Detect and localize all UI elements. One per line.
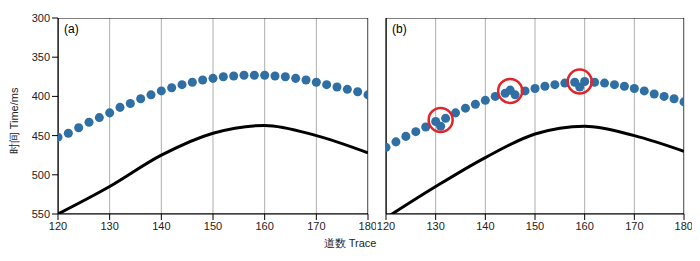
svg-text:180: 180 (359, 220, 376, 232)
svg-text:150: 150 (526, 220, 544, 232)
svg-text:170: 170 (625, 220, 643, 232)
svg-text:180: 180 (675, 220, 692, 232)
svg-text:时间 Time/ms: 时间 Time/ms (8, 87, 20, 154)
svg-text:140: 140 (476, 220, 494, 232)
svg-text:160: 160 (575, 220, 593, 232)
svg-text:120: 120 (377, 220, 395, 232)
svg-text:150: 150 (204, 220, 222, 232)
svg-text:160: 160 (255, 220, 273, 232)
svg-text:350: 350 (32, 51, 50, 63)
svg-text:140: 140 (152, 220, 170, 232)
html-text:道数 Trace: 道数 Trace (323, 237, 377, 249)
svg-text:550: 550 (32, 208, 50, 220)
svg-text:170: 170 (307, 220, 325, 232)
svg-text:300: 300 (32, 12, 50, 24)
svg-text:120: 120 (49, 220, 67, 232)
svg-text:(a): (a) (64, 22, 79, 36)
svg-text:130: 130 (100, 220, 118, 232)
svg-text:450: 450 (32, 130, 50, 142)
svg-text:130: 130 (426, 220, 444, 232)
svg-text:(b): (b) (392, 22, 407, 36)
svg-text:500: 500 (32, 169, 50, 181)
svg-text:400: 400 (32, 90, 50, 102)
